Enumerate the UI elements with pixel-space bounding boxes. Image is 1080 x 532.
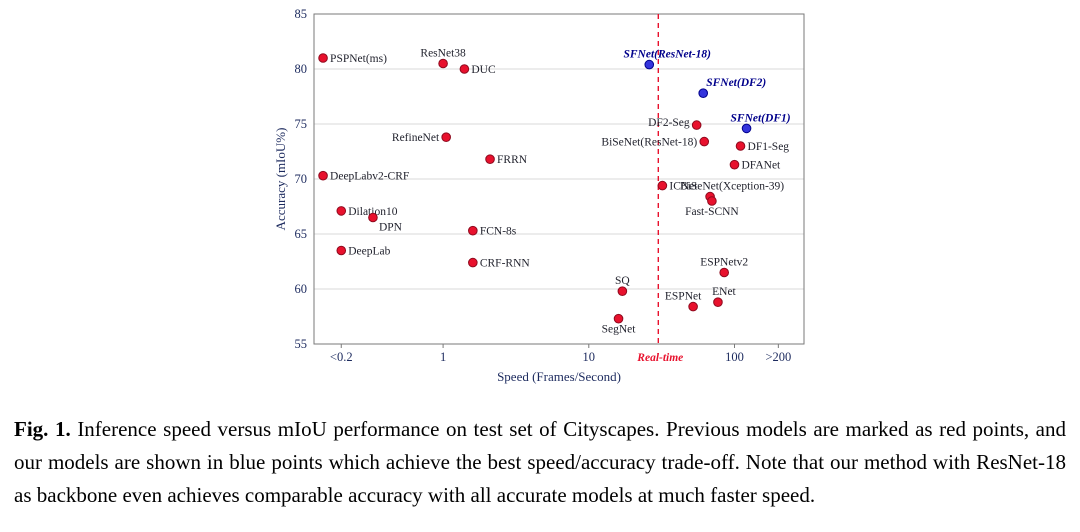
point-label: PSPNet(ms) — [330, 53, 387, 65]
data-point — [485, 154, 495, 164]
data-point — [441, 132, 451, 142]
x-axis-title: Speed (Frames/Second) — [497, 369, 621, 384]
data-point — [719, 267, 730, 278]
data-point — [468, 257, 478, 268]
data-point — [459, 64, 470, 74]
point-label: SFNet(ResNet-18) — [623, 49, 711, 61]
point-label: ESPNetv2 — [700, 257, 748, 269]
y-tick-label: 60 — [295, 282, 308, 296]
figure-chart-area: 55 60 65 70 75 80 85 <0.2 1 10 100 >200 Real-time Spe… — [272, 6, 812, 388]
data-point — [698, 88, 709, 98]
figure-caption: Fig. 1. Inference speed versus mIoU perf… — [14, 413, 1066, 512]
point-label: CRF-RNN — [480, 258, 531, 270]
data-point — [336, 206, 347, 216]
data-point — [438, 58, 448, 69]
point-label: DPN — [379, 222, 403, 234]
point-label: SFNet(DF1) — [731, 112, 791, 124]
x-tick-label: 1 — [440, 350, 446, 364]
point-label: DF2-Seg — [648, 117, 690, 129]
data-point — [468, 225, 478, 236]
data-point — [644, 59, 655, 70]
data-point — [657, 180, 668, 191]
point-label: ICNet — [669, 181, 698, 193]
x-tick-label: 10 — [583, 350, 596, 364]
data-point — [691, 120, 702, 130]
y-tick-label: 80 — [295, 62, 308, 76]
point-label: ESPNet — [665, 291, 702, 303]
data-point — [699, 136, 710, 147]
point-label: ResNet38 — [420, 48, 466, 60]
figure-caption-label: Fig. 1. — [14, 417, 71, 441]
data-point — [735, 141, 746, 151]
data-point — [318, 53, 328, 63]
point-label: Fast-SCNN — [685, 206, 739, 218]
y-tick-label: 75 — [295, 117, 308, 131]
point-label: DFANet — [741, 160, 781, 172]
point-label: FRRN — [497, 154, 528, 166]
x-tick-label: <0.2 — [330, 350, 353, 364]
data-point — [713, 297, 723, 308]
speed-miou-chart: 55 60 65 70 75 80 85 <0.2 1 10 100 >200 Real-time Spe… — [273, 7, 805, 384]
x-tick-label: 100 — [725, 350, 744, 364]
data-point — [729, 159, 740, 170]
point-label: DeepLab — [348, 246, 390, 258]
data-point — [336, 245, 347, 256]
figure-caption-text: Inference speed versus mIoU performance … — [14, 417, 1066, 507]
y-tick-label: 65 — [295, 227, 308, 241]
point-label: DUC — [471, 64, 496, 76]
point-label: Dilation10 — [348, 206, 397, 218]
point-label: BiSeNet(ResNet-18) — [601, 137, 697, 149]
data-point — [741, 123, 752, 134]
y-axis-title: Accuracy (mIoU%) — [273, 128, 288, 231]
plot-border — [313, 13, 805, 345]
point-label: SegNet — [602, 324, 637, 336]
point-label: BiSeNet(Xception-39) — [680, 181, 784, 193]
point-label: FCN-8s — [480, 226, 517, 238]
realtime-label: Real-time — [636, 352, 683, 364]
y-tick-label: 55 — [295, 337, 308, 351]
point-label: SFNet(DF2) — [706, 77, 766, 89]
point-label: SQ — [615, 275, 630, 287]
point-label: DF1-Seg — [748, 141, 790, 153]
data-point — [318, 170, 328, 181]
point-label: DeepLabv2-CRF — [330, 171, 409, 183]
data-point — [617, 286, 628, 297]
point-label: ENet — [712, 286, 736, 298]
y-tick-label: 70 — [295, 172, 308, 186]
point-label: RefineNet — [392, 132, 440, 144]
y-tick-label: 85 — [295, 7, 308, 21]
data-point — [368, 212, 378, 223]
data-point — [688, 301, 698, 312]
x-tick-label: >200 — [765, 350, 791, 364]
data-point — [707, 196, 717, 206]
data-point — [613, 313, 624, 324]
